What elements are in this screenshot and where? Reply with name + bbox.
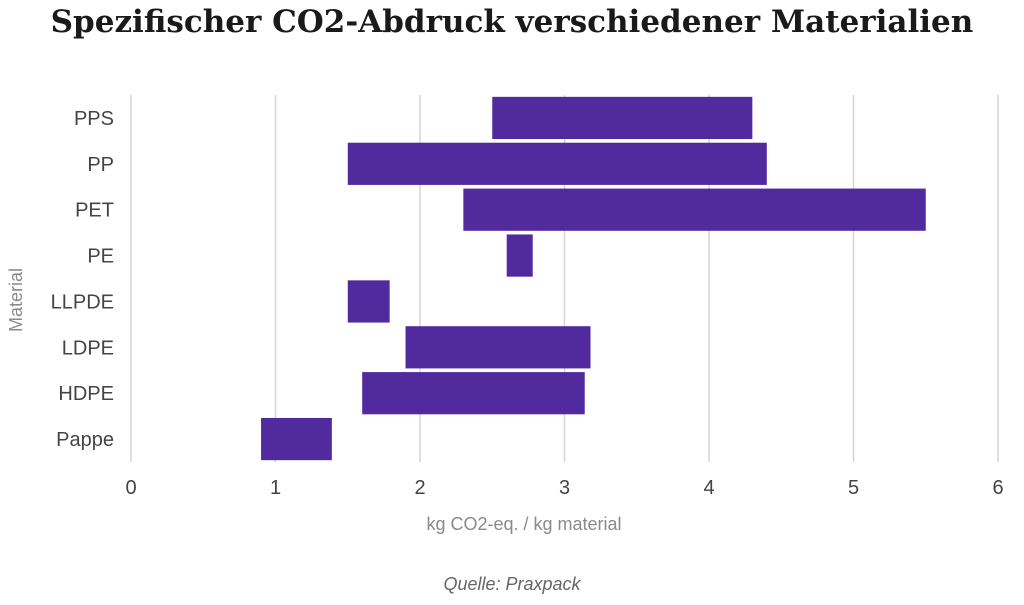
bar-ldpe — [405, 326, 591, 369]
bar-pappe — [261, 417, 332, 461]
y-tick-labels: PPS PP PET PE LLPDE LDPE HDPE Pappe — [51, 108, 114, 451]
y-tick-label-ldpe: LDPE — [62, 337, 114, 359]
x-tick-label: 6 — [992, 477, 1003, 499]
y-tick-label-llpde: LLPDE — [51, 291, 114, 313]
x-tick-label: 4 — [703, 477, 714, 499]
bar-pet — [463, 188, 926, 231]
bars — [261, 96, 926, 461]
x-tick-label: 5 — [848, 477, 859, 499]
y-tick-label-hdpe: HDPE — [58, 383, 114, 405]
x-tick-label: 3 — [559, 477, 570, 499]
y-tick-label-pet: PET — [75, 200, 114, 222]
x-tick-label: 0 — [125, 477, 136, 499]
y-axis-title: Material — [6, 268, 26, 332]
x-tick-label: 1 — [270, 477, 281, 499]
chart-title: Spezifischer CO2-Abdruck verschiedener M… — [50, 4, 974, 40]
bar-hdpe — [362, 372, 585, 415]
y-tick-label-pp: PP — [87, 154, 114, 176]
source-note: Quelle: Praxpack — [443, 574, 581, 594]
bar-llpde — [347, 280, 390, 323]
y-tick-label-pappe: Pappe — [56, 429, 114, 451]
x-tick-labels: 0 1 2 3 4 5 6 — [125, 477, 1003, 499]
bar-pp — [347, 142, 767, 185]
x-axis-title: kg CO2-eq. / kg material — [426, 514, 621, 534]
y-tick-label-pps: PPS — [74, 108, 114, 130]
y-tick-label-pe: PE — [87, 246, 114, 268]
x-tick-label: 2 — [414, 477, 425, 499]
bar-pps — [492, 96, 753, 140]
bar-pe — [506, 234, 533, 277]
